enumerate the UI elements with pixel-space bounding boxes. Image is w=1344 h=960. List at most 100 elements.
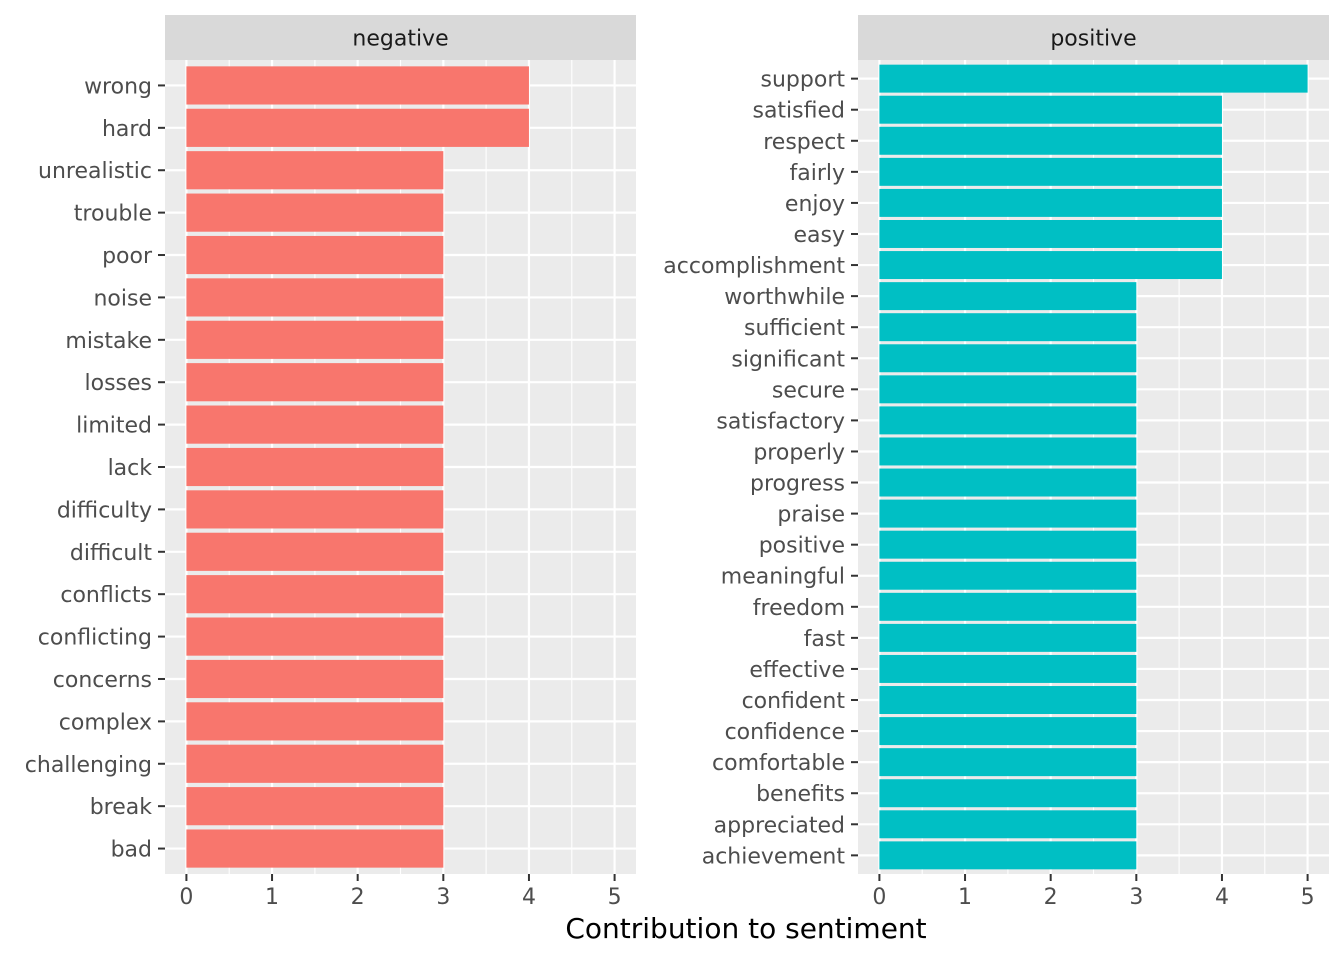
bar-confident (879, 686, 1137, 714)
y-tick-label-noise: noise (93, 286, 152, 311)
y-tick-label-respect: respect (763, 130, 845, 155)
y-tick-label-break: break (90, 795, 153, 820)
x-tick-label: 1 (265, 885, 279, 910)
y-tick-label-effective: effective (749, 658, 845, 683)
bar-easy (879, 220, 1222, 248)
bar-effective (879, 654, 1137, 683)
bar-sufficient (879, 313, 1137, 342)
y-tick-label-easy: easy (794, 223, 846, 248)
x-tick-label: 2 (1044, 885, 1058, 910)
bar-positive (879, 530, 1137, 559)
bar-fast (879, 623, 1137, 652)
x-tick-label: 5 (608, 885, 622, 910)
strip-positive (858, 15, 1329, 60)
bar-hard (186, 108, 529, 147)
y-tick-label-properly: properly (753, 440, 845, 465)
y-tick-label-conflicts: conflicts (60, 583, 152, 608)
x-tick-label: 3 (436, 885, 450, 910)
bar-achievement (879, 841, 1137, 870)
x-tick-label: 3 (1129, 885, 1143, 910)
x-tick-label: 4 (522, 885, 536, 910)
bar-losses (186, 363, 444, 402)
panel-negative: negative wrong hard unrealistic trouble poor n… (25, 15, 636, 910)
y-tick-label-difficult: difficult (70, 541, 152, 566)
bar-lack (186, 447, 444, 487)
strip-label-positive: positive (1050, 27, 1136, 52)
y-tick-label-benefits: benefits (756, 782, 845, 807)
bar-appreciated (879, 810, 1137, 839)
x-tick-label: 5 (1301, 885, 1315, 910)
bar-mistake (186, 320, 444, 359)
bar-challenging (186, 744, 444, 783)
y-tick-label-complex: complex (59, 710, 152, 735)
y-tick-label-mistake: mistake (65, 329, 152, 354)
bar-worthwhile (879, 282, 1137, 311)
bar-freedom (879, 592, 1137, 621)
y-tick-label-satisfactory: satisfactory (716, 409, 845, 434)
y-tick-label-positive: positive (759, 534, 845, 559)
y-tick-label-enjoy: enjoy (785, 192, 845, 217)
bar-bad (186, 829, 444, 868)
y-tick-label-achievement: achievement (702, 844, 846, 869)
y-tick-label-limited: limited (76, 414, 152, 439)
bar-praise (879, 499, 1137, 528)
bar-limited (186, 405, 444, 444)
x-tick-label: 0 (179, 885, 193, 910)
y-tick-label-support: support (761, 68, 846, 93)
y-tick-label-lack: lack (108, 456, 153, 481)
strip-label-negative: negative (352, 27, 448, 52)
bar-satisfactory (879, 406, 1137, 435)
bar-conflicts (186, 575, 444, 614)
bar-significant (879, 344, 1137, 373)
x-tick-label: 2 (351, 885, 365, 910)
x-tick-label: 1 (958, 885, 972, 910)
bar-poor (186, 235, 444, 275)
y-tick-label-praise: praise (777, 503, 845, 528)
y-tick-label-concerns: concerns (53, 668, 152, 693)
bar-confidence (879, 717, 1137, 746)
bar-fairly (879, 157, 1222, 186)
y-tick-label-fairly: fairly (789, 161, 845, 186)
y-tick-label-significant: significant (731, 347, 845, 372)
bar-concerns (186, 659, 444, 699)
bar-enjoy (879, 188, 1222, 217)
bar-accomplishment (879, 251, 1222, 280)
y-tick-label-freedom: freedom (753, 596, 845, 621)
bar-comfortable (879, 748, 1137, 777)
y-tick-label-bad: bad (111, 838, 152, 863)
bar-break (186, 787, 444, 826)
bar-trouble (186, 193, 444, 232)
y-tick-label-losses: losses (85, 371, 153, 396)
y-tick-label-hard: hard (102, 117, 152, 142)
bar-unrealistic (186, 151, 444, 190)
bar-benefits (879, 779, 1137, 808)
y-tick-label-comfortable: comfortable (712, 751, 845, 776)
y-tick-label-sufficient: sufficient (744, 316, 845, 341)
y-tick-label-satisfied: satisfied (752, 99, 845, 124)
y-tick-label-unrealistic: unrealistic (38, 159, 152, 184)
bar-conflicting (186, 617, 444, 656)
y-tick-label-difficulty: difficulty (57, 498, 152, 523)
bar-noise (186, 278, 444, 317)
y-tick-label-fast: fast (804, 627, 846, 652)
x-axis-title: Contribution to sentiment (565, 912, 926, 945)
bar-respect (879, 126, 1222, 155)
y-tick-label-wrong: wrong (84, 74, 152, 99)
y-tick-label-meaningful: meaningful (721, 565, 845, 590)
y-tick-label-confident: confident (742, 689, 846, 714)
bar-satisfied (879, 95, 1222, 124)
y-tick-label-poor: poor (102, 244, 153, 269)
bar-difficult (186, 532, 444, 571)
y-tick-label-secure: secure (772, 378, 845, 403)
panel-positive: positive support satisfied respect fairly enj… (663, 15, 1329, 910)
bar-support (879, 64, 1308, 93)
bar-difficulty (186, 490, 444, 529)
bar-wrong (186, 66, 529, 105)
bar-progress (879, 468, 1137, 497)
y-tick-label-worthwhile: worthwhile (724, 285, 845, 310)
bar-properly (879, 437, 1137, 466)
y-tick-label-progress: progress (750, 472, 845, 497)
y-tick-label-appreciated: appreciated (714, 813, 845, 838)
y-tick-label-challenging: challenging (25, 753, 152, 778)
